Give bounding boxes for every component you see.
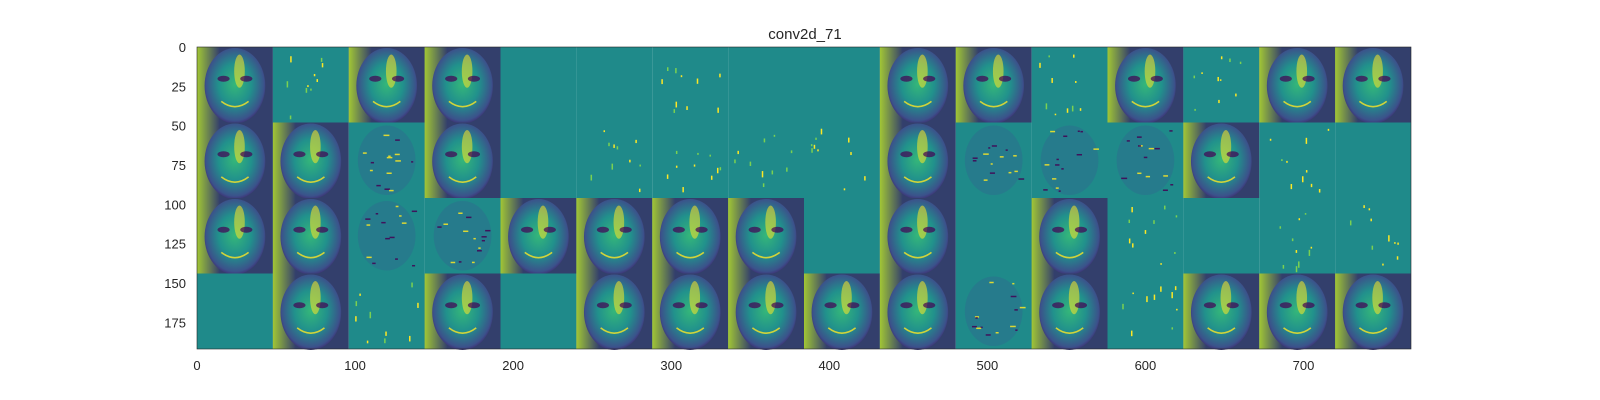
feature-map-tiles [197, 47, 1411, 350]
feature-map-flat [500, 122, 577, 198]
feature-map-face [197, 122, 273, 199]
feature-map-face [1183, 122, 1260, 199]
feature-map-face [955, 47, 1032, 124]
y-tick-label: 50 [172, 119, 186, 134]
feature-map-sparse [576, 122, 653, 198]
y-tick-label: 0 [179, 40, 186, 55]
feature-map-sparse [1107, 273, 1184, 349]
feature-map-flat [1335, 122, 1411, 198]
feature-map-edges [1107, 122, 1184, 198]
y-tick-label: 150 [164, 276, 186, 291]
feature-map-sparse [652, 47, 729, 123]
x-tick-label: 700 [1293, 358, 1315, 373]
x-tick-label: 100 [344, 358, 366, 373]
feature-map-face [652, 273, 729, 350]
y-tick-label: 100 [164, 197, 186, 212]
feature-map-face [879, 47, 956, 124]
chart-title: conv2d_71 [768, 26, 841, 43]
feature-map-face [879, 273, 956, 350]
feature-map-flat [500, 273, 577, 349]
feature-map-edges [955, 273, 1032, 349]
y-tick-label: 25 [172, 79, 186, 94]
x-tick-label: 400 [818, 358, 840, 373]
feature-map-face [804, 273, 880, 350]
x-tick-label: 300 [660, 358, 682, 373]
feature-map-face [1335, 47, 1411, 124]
feature-map-sparse [1259, 122, 1336, 198]
feature-map-face [272, 122, 349, 199]
x-tick-label: 0 [193, 358, 200, 373]
x-axis: 0 100 200 300 400 500 600 700 [193, 358, 1314, 373]
feature-map-flat [197, 273, 273, 349]
feature-map-sparse [348, 273, 425, 349]
feature-map-face [272, 273, 349, 350]
feature-map-face [424, 273, 501, 350]
x-tick-label: 500 [977, 358, 999, 373]
feature-map-sparse [652, 122, 729, 198]
feature-map-face [1031, 198, 1108, 275]
feature-map-sparse [728, 122, 804, 198]
y-tick-label: 75 [172, 158, 186, 173]
feature-map-face [272, 198, 349, 275]
y-tick-label: 175 [164, 315, 186, 330]
x-tick-label: 200 [502, 358, 524, 373]
feature-map-face [1031, 273, 1108, 350]
x-tick-label: 600 [1135, 358, 1157, 373]
feature-map-sparse [804, 122, 880, 198]
feature-map-edges [955, 122, 1032, 198]
plot-frame [196, 46, 1412, 350]
feature-map-face [424, 47, 501, 124]
feature-map-face [576, 273, 653, 350]
feature-map-edges [348, 122, 425, 198]
feature-map-face [1259, 47, 1336, 124]
feature-map-face [1335, 273, 1411, 350]
feature-map-edges [1031, 122, 1108, 198]
y-axis: 0 25 50 75 100 125 150 175 [164, 40, 186, 330]
feature-map-sparse [272, 47, 349, 123]
feature-map-flat [500, 47, 577, 123]
feature-map-sparse [1335, 198, 1411, 274]
feature-map-edges [348, 198, 425, 274]
feature-map-sparse [1259, 198, 1336, 274]
feature-map-face [576, 198, 653, 275]
feature-map-flat [804, 198, 880, 274]
feature-map-face [197, 47, 273, 124]
feature-map-edges [424, 198, 501, 274]
feature-map-sparse [1107, 198, 1184, 274]
feature-map-flat [804, 47, 880, 123]
feature-map-sparse [1183, 47, 1260, 123]
feature-map-face [197, 198, 273, 275]
feature-map-face [424, 122, 501, 199]
feature-map-face [728, 198, 804, 275]
feature-map-sparse [1031, 47, 1108, 123]
feature-map-face [879, 198, 956, 275]
feature-map-face [1183, 273, 1260, 350]
feature-map-face [500, 198, 577, 275]
feature-map-face [728, 273, 804, 350]
feature-map-face [1259, 273, 1336, 350]
feature-map-face [652, 198, 729, 275]
feature-map-face [1107, 47, 1184, 124]
feature-map-flat [728, 47, 804, 123]
feature-map-face [348, 47, 425, 124]
feature-map-flat [955, 198, 1032, 274]
feature-map-face [879, 122, 956, 199]
y-tick-label: 125 [164, 237, 186, 252]
feature-map-flat [576, 47, 653, 123]
feature-map-flat [1183, 198, 1260, 274]
